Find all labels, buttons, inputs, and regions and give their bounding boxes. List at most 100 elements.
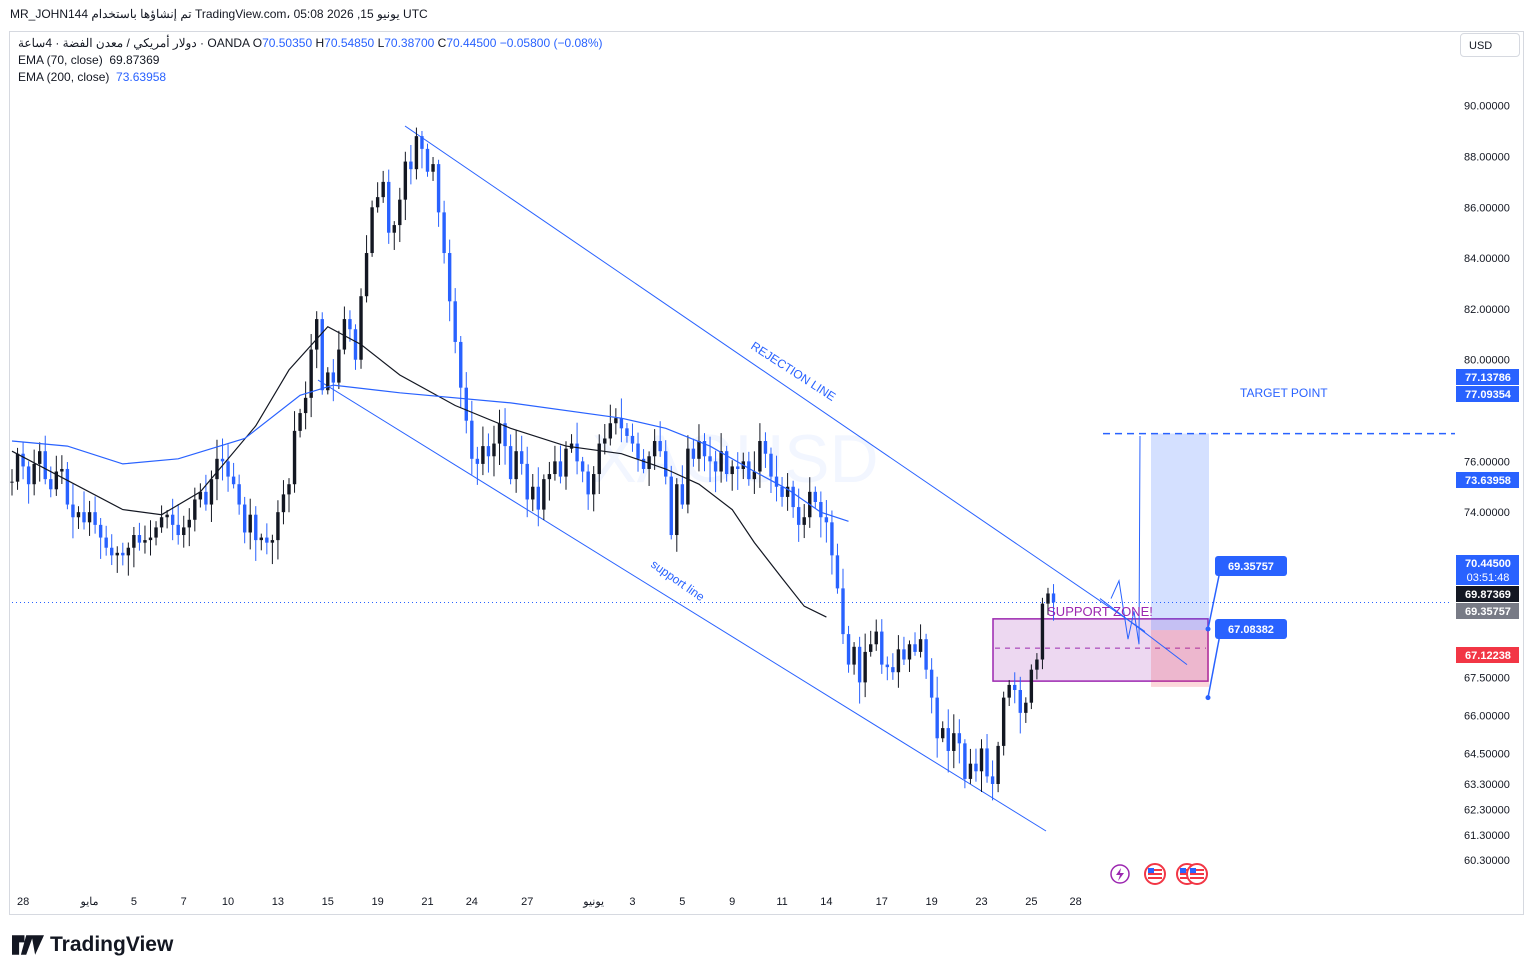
- ema70-row[interactable]: EMA (70, close) 69.87369: [18, 52, 602, 69]
- candle-body: [564, 448, 568, 477]
- stop-zone: [1151, 630, 1209, 687]
- candle-body: [569, 443, 574, 449]
- candle-body: [658, 441, 662, 452]
- candle-body: [719, 451, 723, 472]
- candle-body: [929, 669, 934, 698]
- ema200-value: 73.63958: [116, 70, 167, 84]
- price-tag-countdown: 03:51:48: [1467, 572, 1510, 584]
- y-tick-label: 74.00000: [1464, 507, 1510, 519]
- candle-body: [447, 253, 452, 302]
- candle-body: [453, 301, 457, 342]
- candle-body: [353, 329, 358, 360]
- chart-legend: دولار أمريكي / معدن الفضة · 4ساعة · OAND…: [18, 35, 602, 86]
- ohlc-close: 70.44500: [446, 36, 497, 50]
- candle-body: [996, 745, 1000, 784]
- candle-body: [813, 491, 817, 502]
- x-tick-label: 19: [372, 896, 384, 908]
- candle-body: [664, 451, 668, 477]
- support-line-label: support line: [648, 557, 707, 604]
- candle-body: [381, 181, 385, 198]
- candle-body: [702, 441, 707, 457]
- x-tick-label: 3: [629, 896, 635, 908]
- candle-body: [292, 430, 297, 485]
- currency-button[interactable]: USD: [1460, 33, 1520, 57]
- candle-body: [104, 537, 108, 548]
- candle-body: [193, 499, 197, 520]
- candle-body: [896, 649, 901, 673]
- y-tick-label: 88.00000: [1464, 151, 1510, 163]
- candle-body: [387, 181, 391, 233]
- candle-body: [713, 461, 718, 472]
- y-tick-label: 67.50000: [1464, 672, 1510, 684]
- candle-body: [137, 535, 142, 543]
- candle-body: [680, 484, 685, 505]
- flash-bolt-icon: [1116, 868, 1124, 881]
- price-tag: [1456, 603, 1519, 619]
- ohlc-low-label: L: [377, 36, 385, 50]
- support-zone-box: [992, 618, 1209, 682]
- candle-body: [10, 481, 14, 483]
- candle-body: [675, 484, 679, 536]
- candle-body: [863, 651, 867, 683]
- candle-body: [769, 453, 773, 477]
- candle-body: [159, 517, 164, 528]
- candle-body: [575, 443, 579, 462]
- candle-body: [409, 161, 413, 170]
- candle-body: [60, 468, 64, 472]
- candle-body: [990, 776, 995, 784]
- publish-line: MR_JOHN144 تم إنشاؤها باستخدام TradingVi…: [10, 7, 428, 21]
- candle-body: [464, 387, 468, 421]
- callout-stop-dot: [1205, 695, 1211, 701]
- target-label-bg: [1233, 386, 1325, 400]
- candle-body: [1046, 593, 1050, 604]
- candle-body: [724, 451, 729, 475]
- price-tag-value: 73.63958: [1465, 475, 1511, 487]
- y-tick-label: 61.30000: [1464, 830, 1510, 842]
- x-tick-label: 15: [322, 896, 334, 908]
- support-zone-label: SUPPORT ZONE!: [1047, 604, 1153, 619]
- candle-body: [730, 466, 734, 475]
- candle-body: [985, 748, 989, 777]
- y-tick-label: 64.50000: [1464, 749, 1510, 761]
- candle-body: [270, 540, 275, 543]
- candle-body: [669, 476, 673, 536]
- candle-body: [93, 512, 97, 525]
- candle-body: [597, 443, 601, 475]
- x-tick-label: 19: [926, 896, 938, 908]
- callout-target-pointer: [1207, 565, 1222, 630]
- candle-body: [126, 547, 131, 556]
- tradingview-logo-icon: [12, 935, 44, 955]
- candle-body: [49, 479, 53, 490]
- candle-body: [76, 512, 81, 518]
- x-tick-label: 23: [975, 896, 987, 908]
- ohlc-high-label: H: [315, 36, 325, 50]
- symbol-name[interactable]: دولار أمريكي / معدن الفضة · 4ساعة · OAND…: [18, 36, 250, 50]
- candle-body: [608, 423, 613, 439]
- symbol-row[interactable]: دولار أمريكي / معدن الفضة · 4ساعة · OAND…: [18, 35, 602, 52]
- ema200-row[interactable]: EMA (200, close) 73.63958: [18, 69, 602, 86]
- y-tick-label: 80.00000: [1464, 355, 1510, 367]
- candle-body: [586, 471, 590, 495]
- candle-body: [508, 446, 513, 480]
- candle-body: [281, 494, 286, 513]
- candle-body: [946, 728, 950, 751]
- flag-stripe: [1148, 869, 1162, 871]
- candle-body: [436, 164, 441, 213]
- x-tick-label: 9: [729, 896, 735, 908]
- candle-body: [242, 504, 247, 533]
- price-tag: [1456, 586, 1519, 602]
- candle-body: [752, 471, 757, 480]
- candle-body: [935, 697, 939, 739]
- candle-body: [503, 423, 507, 447]
- candle-body: [359, 296, 363, 360]
- flag-stripe: [1190, 873, 1204, 875]
- candle-body: [547, 474, 552, 480]
- candle-body: [342, 319, 347, 350]
- callout-stop-box: [1215, 619, 1287, 639]
- candle-body: [425, 148, 430, 172]
- candle-body: [885, 664, 890, 668]
- candle-body: [71, 504, 75, 518]
- candle-body: [802, 517, 806, 525]
- candle-body: [143, 540, 147, 543]
